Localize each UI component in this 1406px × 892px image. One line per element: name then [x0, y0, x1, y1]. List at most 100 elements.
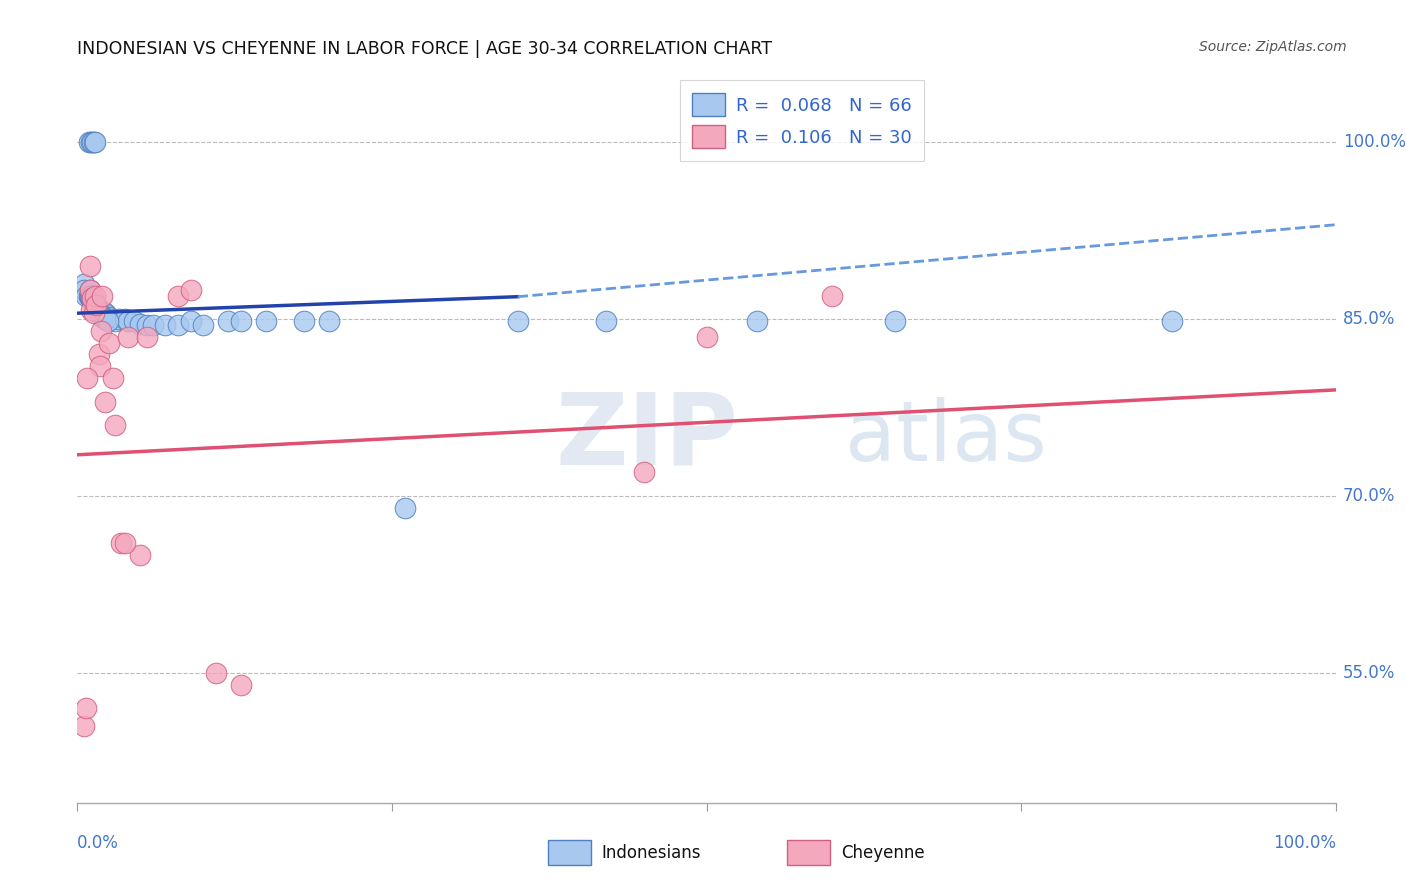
Point: [110, 536, 132, 550]
Point: [101, 371, 124, 385]
Point: [79, 283, 101, 297]
Point: [83, 306, 105, 320]
Point: [83, 295, 105, 310]
Point: [104, 418, 127, 433]
Point: [204, 666, 226, 681]
Point: [84, 298, 107, 312]
Point: [82, 293, 104, 308]
Point: [83, 135, 105, 149]
Point: [82, 291, 104, 305]
Point: [108, 312, 131, 326]
Point: [254, 314, 277, 328]
Point: [117, 330, 139, 344]
Point: [167, 318, 190, 332]
Point: [94, 312, 117, 326]
Point: [100, 312, 122, 326]
Point: [91, 309, 114, 323]
Point: [90, 324, 112, 338]
Point: [72, 283, 94, 297]
Text: 0.0%: 0.0%: [77, 834, 120, 852]
Point: [122, 314, 145, 328]
Legend: R =  0.068   N = 66, R =  0.106   N = 30: R = 0.068 N = 66, R = 0.106 N = 30: [679, 80, 924, 161]
Point: [506, 314, 529, 328]
Point: [135, 330, 157, 344]
Point: [89, 359, 111, 374]
Point: [394, 500, 416, 515]
Point: [633, 466, 655, 480]
Point: [292, 314, 315, 328]
Point: [217, 314, 239, 328]
Point: [80, 288, 103, 302]
Point: [84, 298, 107, 312]
Point: [80, 135, 103, 149]
Point: [84, 135, 107, 149]
Point: [90, 306, 112, 320]
Point: [86, 302, 108, 317]
Point: [84, 288, 107, 302]
Point: [79, 288, 101, 302]
Point: [72, 719, 94, 733]
Point: [84, 301, 107, 315]
Point: [191, 318, 215, 332]
Point: [142, 318, 165, 332]
Point: [84, 298, 107, 312]
Text: INDONESIAN VS CHEYENNE IN LABOR FORCE | AGE 30-34 CORRELATION CHART: INDONESIAN VS CHEYENNE IN LABOR FORCE | …: [77, 40, 772, 58]
Text: Indonesians: Indonesians: [602, 844, 702, 862]
Point: [821, 288, 844, 302]
Point: [82, 135, 104, 149]
Point: [117, 314, 139, 328]
Point: [97, 335, 120, 350]
Point: [83, 294, 105, 309]
Point: [89, 302, 111, 317]
Point: [76, 371, 98, 385]
Point: [180, 314, 202, 328]
Point: [97, 310, 120, 324]
Point: [91, 310, 114, 324]
Point: [80, 291, 103, 305]
Point: [86, 301, 108, 315]
Point: [91, 288, 114, 302]
Point: [114, 312, 136, 326]
Point: [155, 318, 177, 332]
Point: [104, 314, 127, 328]
Point: [87, 347, 110, 361]
Point: [94, 310, 117, 324]
Point: [229, 678, 252, 692]
Point: [84, 298, 107, 312]
Point: [129, 548, 152, 562]
Point: [75, 288, 97, 302]
Point: [96, 307, 118, 321]
Point: [79, 259, 101, 273]
Point: [86, 302, 108, 317]
Point: [94, 394, 117, 409]
Point: [87, 305, 110, 319]
Point: [884, 314, 907, 328]
Point: [89, 307, 111, 321]
Point: [79, 283, 101, 297]
Point: [229, 314, 252, 328]
Point: [167, 288, 190, 302]
Point: [129, 317, 152, 331]
Point: [82, 294, 104, 309]
Point: [595, 314, 617, 328]
Text: 70.0%: 70.0%: [1343, 487, 1395, 505]
Text: ZIP: ZIP: [555, 389, 738, 485]
Point: [180, 283, 202, 297]
Point: [77, 135, 100, 149]
Point: [318, 314, 340, 328]
Text: 55.0%: 55.0%: [1343, 664, 1395, 682]
Point: [79, 291, 101, 305]
Point: [82, 288, 104, 302]
Point: [96, 314, 118, 328]
Text: 100.0%: 100.0%: [1272, 834, 1336, 852]
Point: [114, 536, 136, 550]
Point: [79, 288, 101, 302]
Point: [77, 288, 100, 302]
Point: [75, 701, 97, 715]
Point: [84, 301, 107, 315]
Point: [87, 306, 110, 320]
Point: [745, 314, 768, 328]
Point: [72, 277, 94, 291]
Point: [696, 330, 718, 344]
Text: 100.0%: 100.0%: [1343, 133, 1406, 151]
